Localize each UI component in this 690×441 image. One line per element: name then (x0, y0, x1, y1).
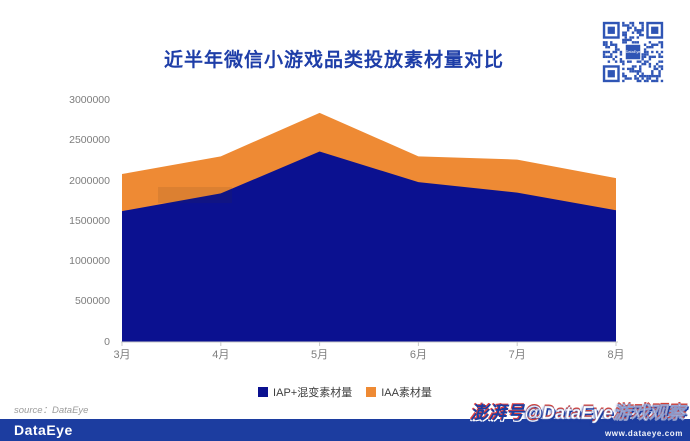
source-note: source：DataEye (14, 405, 89, 416)
dataeye-logo: DataEye (14, 422, 73, 438)
pengpai-badge-icon: 澎湃号 (470, 403, 525, 423)
website-url: www.dataeye.com (604, 429, 683, 438)
legend-swatch-icon (366, 387, 377, 397)
x-axis-label: 5月 (311, 349, 329, 361)
legend-label: IAA素材量 (381, 387, 432, 399)
y-axis-tick-label: 2000000 (69, 174, 110, 187)
pengpai-watermark: 澎湃号@DataEye游戏观察 (470, 399, 685, 425)
x-axis-label: 3月 (113, 349, 131, 361)
x-axis-label: 4月 (212, 349, 230, 361)
x-axis-label: 7月 (508, 349, 526, 361)
legend-item: IAA素材量 (366, 384, 432, 400)
svg-text:DataEye: DataEye (626, 50, 641, 54)
chart-title: 近半年微信小游戏品类投放素材量对比 (163, 50, 504, 71)
footer-bar: DataEye (0, 419, 690, 441)
faint-watermark-patch (158, 187, 232, 203)
y-axis-tick-label: 0 (104, 335, 110, 348)
legend-swatch-icon (258, 387, 269, 397)
y-axis-tick-label: 2500000 (69, 134, 110, 147)
x-axis-label: 8月 (607, 349, 625, 361)
y-axis-tick-label: 3000000 (69, 94, 110, 106)
area-series-0 (122, 151, 616, 342)
watermark-account: @DataEye游戏观察 (524, 403, 685, 423)
chart-legend: IAP+混变素材量 IAA素材量 (0, 384, 690, 400)
legend-label: IAP+混变素材量 (273, 387, 353, 399)
y-axis-tick-label: 1000000 (69, 255, 110, 267)
legend-item: IAP+混变素材量 (258, 384, 352, 400)
y-axis-tick-label: 500000 (74, 295, 110, 308)
y-axis-tick-label: 1500000 (69, 214, 110, 227)
qr-code-icon: DataEye (602, 21, 664, 83)
x-axis-label: 6月 (409, 349, 427, 361)
